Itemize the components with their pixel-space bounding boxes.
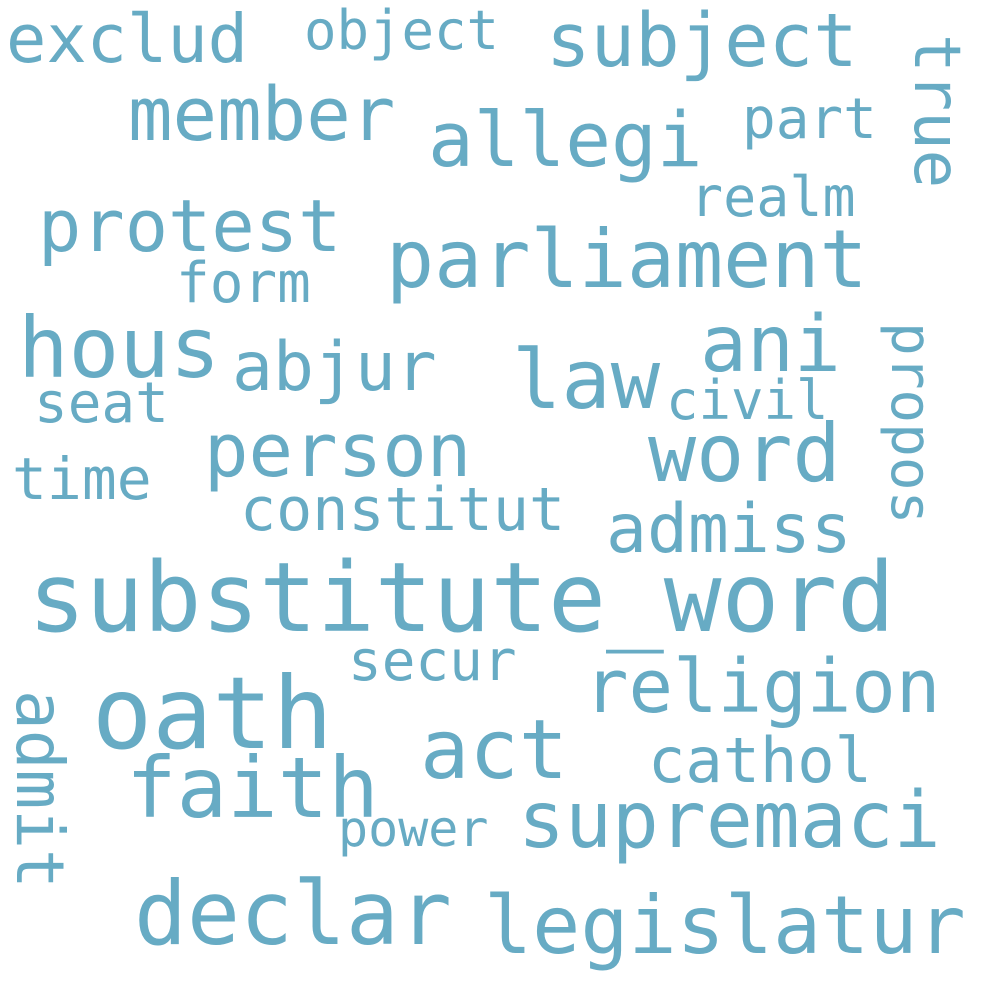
word-admiss: admiss — [606, 490, 852, 569]
word-secur: secur — [348, 629, 517, 694]
word-object: object — [304, 0, 500, 62]
word-declar: declar — [134, 862, 452, 965]
word-member: member — [128, 72, 396, 158]
word-seat: seat — [34, 371, 169, 436]
word-propos: propos — [878, 322, 943, 525]
word-hous: hous — [18, 299, 221, 397]
word-constitut: constitut — [240, 475, 566, 545]
word-civil: civil — [666, 369, 829, 432]
word-substitute-word: substitute_word — [28, 542, 895, 654]
word-oath: oath — [92, 655, 333, 772]
word-person: person — [204, 408, 472, 494]
word-religion: religion — [584, 644, 941, 730]
word-true[interactable]: true — [899, 34, 973, 189]
word-power: power — [338, 800, 489, 858]
word-subject: subject — [546, 0, 858, 84]
word-time: time — [12, 445, 152, 513]
word-protest: protest — [38, 184, 342, 268]
word-faith: faith — [126, 739, 379, 837]
word-realm: realm — [690, 165, 856, 229]
word-ani: ani — [700, 300, 841, 390]
word-act: act — [420, 703, 569, 798]
word-admit: admit — [1, 690, 78, 889]
word-law: law — [512, 333, 661, 428]
word-part: part — [742, 87, 877, 152]
word-abjur: abjur — [232, 328, 437, 407]
word-cathol: cathol — [648, 724, 872, 797]
word-legislatur: legislatur — [484, 879, 966, 972]
word-word: word — [648, 407, 841, 500]
word-parliament: parliament — [386, 213, 868, 306]
word-allegi: allegi — [428, 95, 703, 184]
word-exclud: exclud — [6, 0, 249, 78]
word-supremaci: supremaci — [518, 776, 941, 866]
word-form: form — [176, 251, 311, 316]
